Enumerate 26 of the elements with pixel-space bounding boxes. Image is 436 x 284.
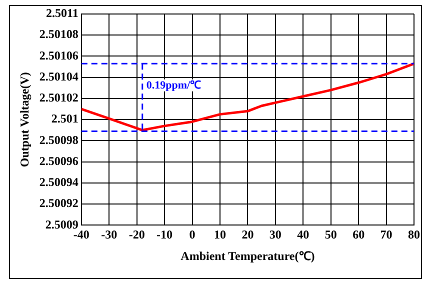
- y-tick-label: 2.50096: [39, 154, 78, 168]
- x-tick-label: 70: [380, 227, 392, 242]
- y-tick-label: 2.50108: [39, 27, 78, 42]
- x-tick-label: -30: [101, 227, 118, 242]
- annotation: 0.19ppm/℃: [146, 79, 202, 92]
- x-tick-label: -20: [128, 227, 145, 242]
- y-tick-label: 2.50102: [39, 90, 78, 105]
- x-axis-title: Ambient Temperature(℃): [180, 248, 315, 263]
- y-tick-label: 2.50104: [39, 69, 78, 84]
- y-tick-label: 2.5009: [45, 217, 78, 232]
- x-tick-label: 40: [297, 227, 310, 242]
- y-tick-label: 2.50094: [39, 175, 78, 190]
- y-tick-label: 2.50106: [39, 48, 78, 62]
- x-tick-label: 30: [269, 227, 282, 242]
- x-tick-label: 50: [324, 227, 337, 242]
- x-tick-label: 0: [189, 227, 196, 242]
- x-tick-label: 60: [352, 227, 365, 242]
- y-tick-label: 2.50092: [39, 196, 78, 210]
- x-tick-label: 10: [214, 227, 226, 242]
- y-tick-label: 2.501: [51, 112, 78, 126]
- y-axis-title: Output Voltage(V): [17, 72, 32, 168]
- x-tick-label: 80: [408, 227, 420, 242]
- x-tick-label: -10: [156, 227, 173, 242]
- x-tick-label: 20: [242, 227, 254, 242]
- y-tick-label: 2.50098: [39, 132, 78, 147]
- y-tick-label: 2.5011: [46, 6, 78, 20]
